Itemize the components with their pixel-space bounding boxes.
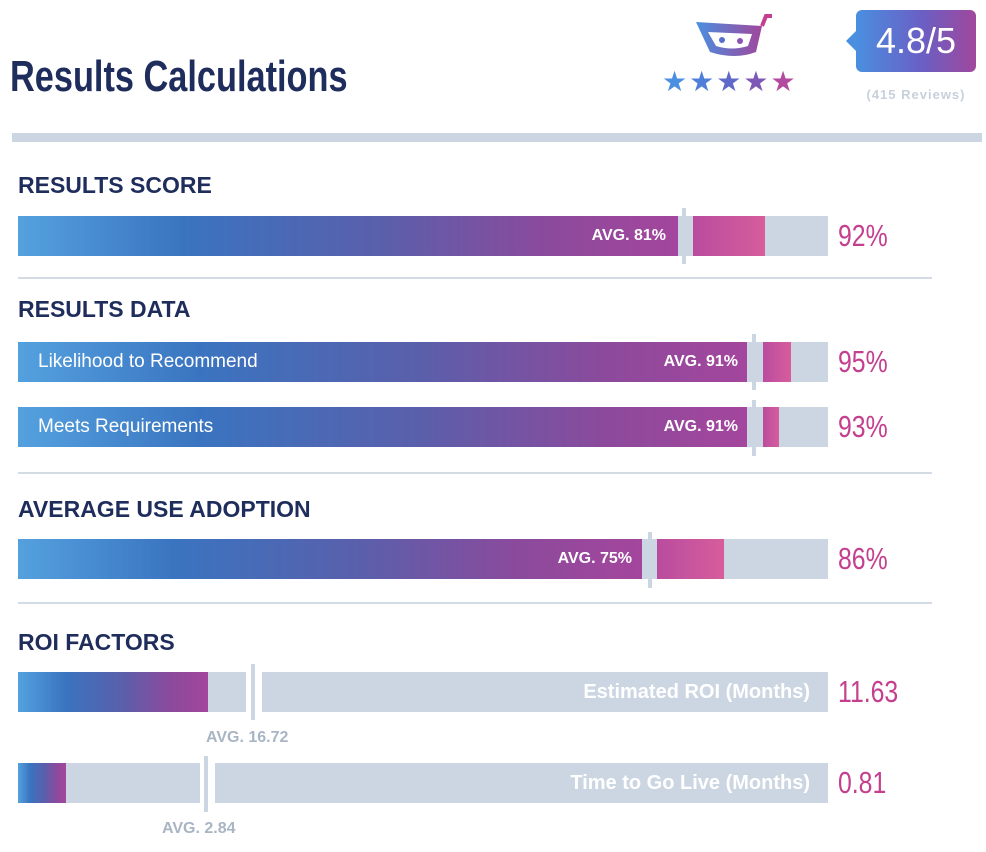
bar-value: 0.81 bbox=[838, 765, 887, 800]
bar-value: 11.63 bbox=[838, 674, 899, 709]
bar-score-extension bbox=[657, 539, 724, 579]
bar-track bbox=[262, 672, 828, 712]
rating-stars: ★ ★ ★ ★ ★ bbox=[662, 68, 796, 96]
rating-score-badge: 4.8/5 bbox=[856, 10, 976, 72]
bar-label: Meets Requirements bbox=[38, 416, 214, 437]
section-title-roi-factors: ROI FACTORS bbox=[18, 629, 175, 655]
bar-fill bbox=[18, 539, 642, 579]
avg-label: AVG. 91% bbox=[663, 353, 738, 370]
trustradius-cart-icon bbox=[696, 14, 772, 56]
avg-marker bbox=[752, 334, 756, 390]
section-divider bbox=[18, 277, 932, 279]
avg-label: AVG. 91% bbox=[663, 418, 738, 435]
review-count: (415 Reviews) bbox=[866, 87, 966, 102]
section-title-average-use-adoption: AVERAGE USE ADOPTION bbox=[18, 496, 311, 522]
avg-marker bbox=[251, 664, 255, 720]
avg-marker bbox=[752, 400, 756, 456]
section-title-results-data: RESULTS DATA bbox=[18, 296, 191, 322]
star-icon: ★ bbox=[662, 66, 688, 97]
bar-fill bbox=[18, 672, 208, 712]
bar-fill bbox=[18, 763, 66, 803]
rating-badge-pointer bbox=[846, 30, 857, 52]
avg-marker bbox=[648, 532, 652, 588]
star-icon: ★ bbox=[770, 66, 796, 97]
bar-label: Time to Go Live (Months) bbox=[570, 772, 810, 794]
bar-score-extension bbox=[763, 342, 791, 382]
header-divider bbox=[12, 133, 982, 142]
avg-label: AVG. 2.84 bbox=[162, 820, 236, 837]
bar-value: 93% bbox=[838, 409, 888, 444]
bar-value: 86% bbox=[838, 541, 888, 576]
avg-marker bbox=[682, 208, 686, 264]
bar-value: 92% bbox=[838, 218, 888, 253]
avg-label: AVG. 75% bbox=[557, 550, 632, 567]
star-icon: ★ bbox=[743, 66, 769, 97]
star-icon: ★ bbox=[716, 66, 742, 97]
bar-score-extension bbox=[693, 216, 765, 256]
section-divider bbox=[18, 602, 932, 604]
bar-label: Likelihood to Recommend bbox=[38, 351, 258, 372]
section-divider bbox=[18, 472, 932, 474]
bar-value: 95% bbox=[838, 344, 888, 379]
bar-score-extension bbox=[763, 407, 779, 447]
bar-fill bbox=[18, 216, 678, 256]
avg-marker bbox=[204, 756, 208, 812]
bar-fill bbox=[18, 407, 747, 447]
avg-label: AVG. 81% bbox=[591, 227, 666, 244]
bar-track bbox=[215, 763, 828, 803]
bar-fill bbox=[18, 342, 747, 382]
bar-label: Estimated ROI (Months) bbox=[583, 681, 810, 703]
star-icon: ★ bbox=[689, 66, 715, 97]
page-title: Results Calculations bbox=[10, 52, 348, 101]
section-title-results-score: RESULTS SCORE bbox=[18, 172, 212, 198]
avg-label: AVG. 16.72 bbox=[206, 729, 289, 746]
